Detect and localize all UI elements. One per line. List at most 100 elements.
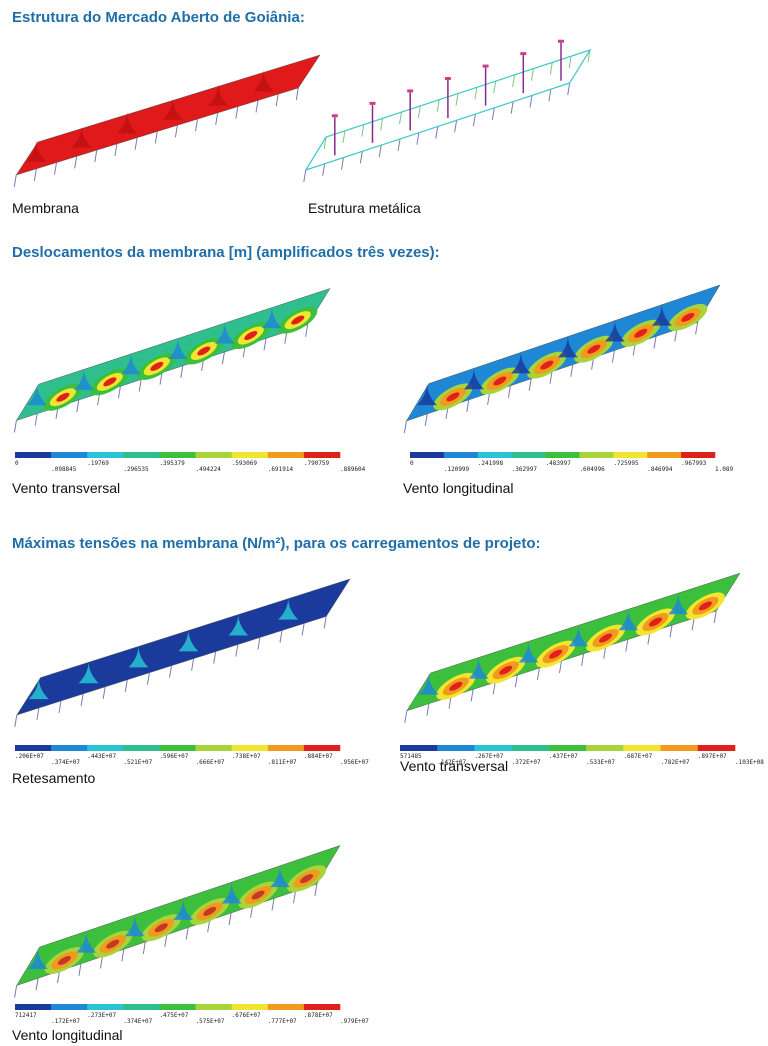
colorbar-segment: [437, 745, 475, 751]
support: [654, 336, 656, 348]
support: [537, 668, 539, 680]
legend-label: .19769: [87, 460, 109, 467]
legend-label: .725995: [613, 460, 639, 467]
legend-label: .979E+07: [340, 1018, 369, 1025]
support: [379, 145, 381, 157]
legend-label: .878E+07: [304, 1012, 333, 1019]
model-image: [14, 289, 330, 433]
model-image: [15, 579, 350, 727]
figure-caption: Vento transversal: [400, 758, 508, 774]
support: [264, 338, 266, 350]
legend-label: .738E+07: [232, 753, 261, 760]
support: [139, 379, 141, 391]
support: [675, 329, 677, 341]
support: [118, 386, 120, 398]
support: [437, 100, 439, 112]
legend-label: .521E+07: [123, 759, 152, 766]
legend-label: .575E+07: [196, 1018, 225, 1025]
support: [342, 158, 344, 170]
colorbar-segment: [661, 745, 699, 751]
support: [473, 114, 475, 126]
legend-label: .437E+07: [549, 753, 578, 760]
support: [568, 83, 570, 95]
legend-label: .443E+07: [87, 753, 116, 760]
colorbar-segment: [232, 745, 268, 751]
colorbar-segment: [546, 452, 580, 458]
colorbar-segment: [512, 745, 550, 751]
mast-top: [332, 114, 338, 117]
support: [324, 616, 326, 628]
colorbar-segment: [123, 745, 159, 751]
support: [272, 899, 274, 911]
support: [360, 151, 362, 163]
colorbar-segment: [15, 745, 51, 751]
mast-top: [407, 89, 413, 92]
section-heading: Estrutura do Mercado Aberto de Goiânia:: [12, 9, 305, 26]
support: [100, 957, 102, 969]
legend-label: .362997: [512, 466, 538, 473]
support: [530, 95, 532, 107]
support: [59, 701, 61, 713]
support: [175, 125, 177, 137]
legend-label: .533E+07: [586, 759, 615, 766]
legend-label: .172E+07: [51, 1018, 80, 1025]
support: [398, 139, 400, 151]
figure-caption: Vento transversal: [12, 480, 120, 496]
support: [405, 711, 407, 723]
colorbar-segment: [51, 1004, 87, 1010]
colorbar-segment: [87, 1004, 123, 1010]
mast-top: [520, 52, 526, 55]
support: [256, 100, 258, 112]
colorbar-segment: [87, 745, 123, 751]
colorbar-segment: [400, 745, 438, 751]
model-image: [404, 285, 720, 433]
support: [280, 630, 282, 642]
legend-label: .604996: [579, 466, 605, 473]
support: [196, 119, 198, 131]
support: [513, 75, 515, 87]
colorbar-segment: [196, 452, 232, 458]
legend-label: 1.089: [715, 466, 733, 473]
support: [304, 170, 306, 182]
colorbar-segment: [87, 452, 123, 458]
legend-label: .206E+07: [15, 753, 44, 760]
support: [37, 708, 39, 720]
colorbar-segment: [268, 452, 304, 458]
colorbar-segment: [268, 1004, 304, 1010]
colorbar-segment: [474, 745, 512, 751]
legend-label: 0: [15, 460, 19, 467]
legend-label: .241998: [478, 460, 504, 467]
figure-caption: Estrutura metálica: [308, 200, 421, 216]
colorbar-segment: [159, 745, 195, 751]
support: [236, 645, 238, 657]
legend-label: .691914: [268, 466, 294, 473]
support: [529, 379, 531, 391]
support: [436, 127, 438, 139]
support: [515, 675, 517, 687]
support: [560, 661, 562, 673]
support: [276, 94, 278, 106]
support: [306, 325, 308, 337]
support: [508, 386, 510, 398]
support: [381, 118, 383, 130]
support: [170, 666, 172, 678]
support: [511, 102, 513, 114]
legend-label: .273E+07: [87, 1012, 116, 1019]
support: [258, 638, 260, 650]
colorbar-segment: [512, 452, 546, 458]
support: [569, 56, 571, 68]
legend-label: .296535: [123, 466, 149, 473]
colorbar-segment: [304, 745, 340, 751]
support: [626, 640, 628, 652]
legend-label: .120999: [444, 466, 470, 473]
colorbar-segment: [51, 452, 87, 458]
support: [55, 163, 57, 175]
support: [714, 611, 716, 623]
figure-caption: Membrana: [12, 200, 79, 216]
colorbar-segment: [51, 745, 87, 751]
support: [296, 88, 298, 100]
legend-label: .666E+07: [196, 759, 225, 766]
colorbar-segment: [304, 1004, 340, 1010]
colorbar-segment: [232, 452, 268, 458]
support: [425, 414, 427, 426]
